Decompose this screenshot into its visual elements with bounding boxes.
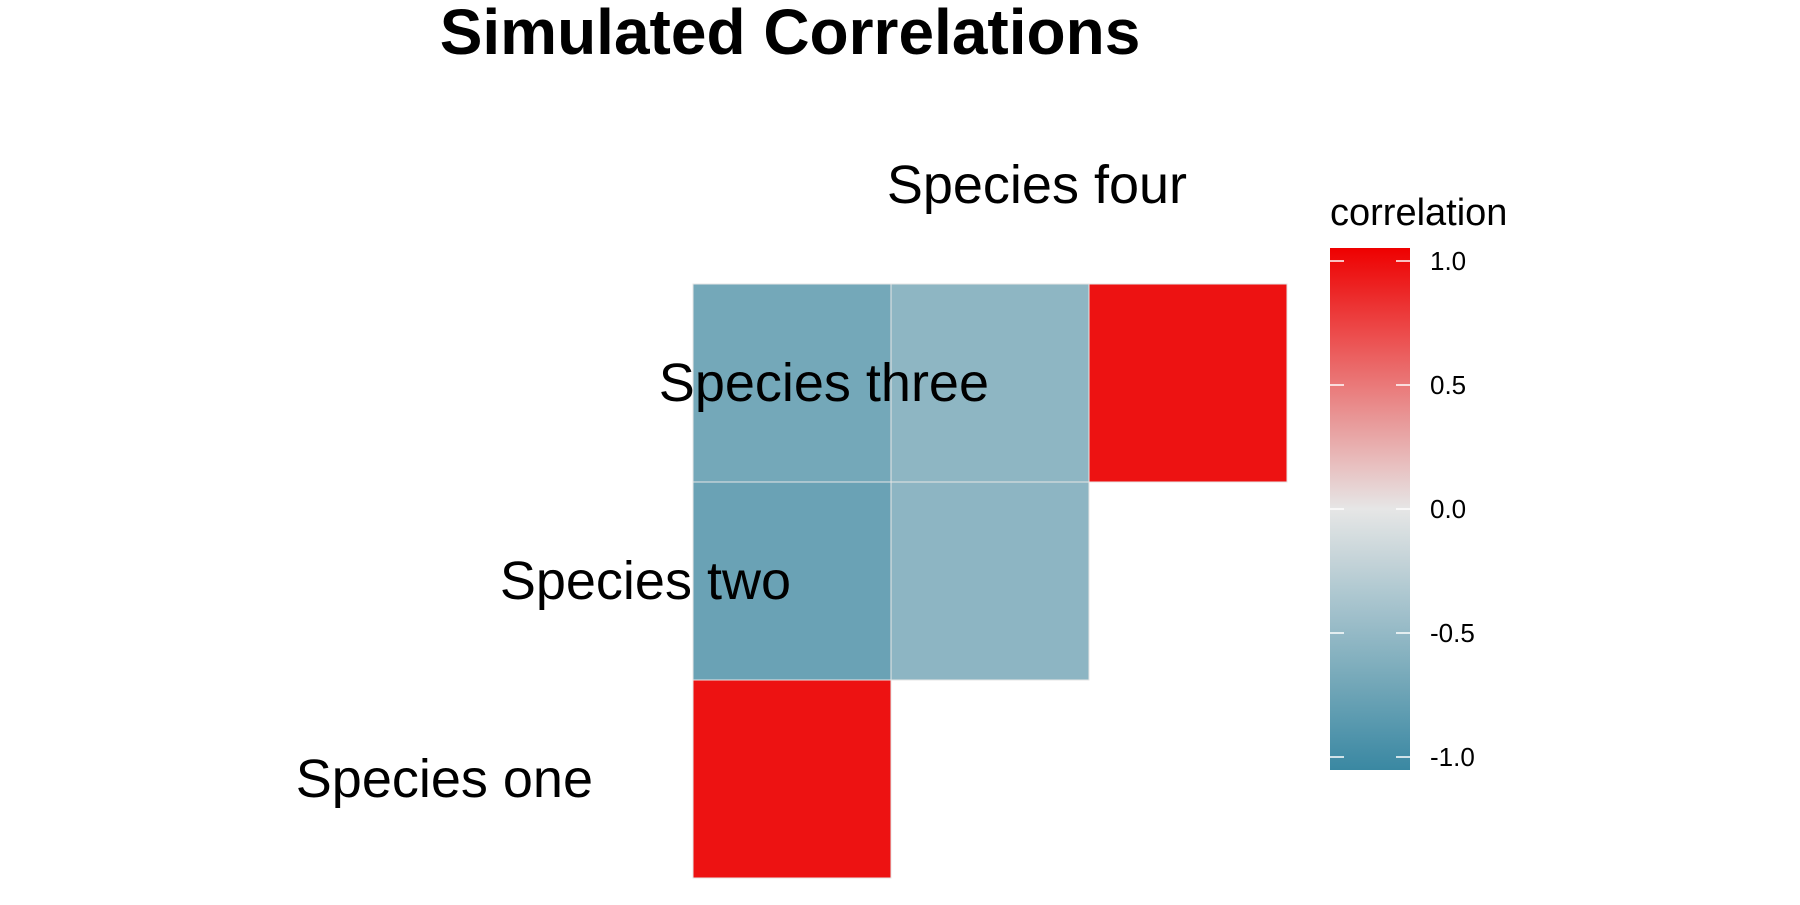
legend-tick-label: -0.5	[1430, 618, 1475, 648]
heatmap-tiles	[692, 283, 1288, 879]
species-label: Species three	[659, 353, 989, 413]
heatmap-cell	[890, 481, 1090, 681]
legend-tick-label: 0.0	[1430, 494, 1466, 524]
legend-title: correlation	[1330, 192, 1507, 234]
species-label: Species four	[887, 155, 1187, 215]
legend-tick-label: 1.0	[1430, 246, 1466, 276]
species-label: Species two	[500, 551, 791, 611]
heatmap-cell	[890, 283, 1090, 483]
legend-tick-label: -1.0	[1430, 742, 1475, 772]
heatmap-cell	[692, 481, 892, 681]
chart-title: Simulated Correlations	[440, 0, 1141, 68]
heatmap-cell	[1088, 283, 1288, 483]
heatmap-cell	[692, 679, 892, 879]
legend-ticks: 1.0 0.5 0.0 -0.5 -1.0	[1330, 246, 1475, 772]
species-labels: Species one Species two Species three Speci…	[296, 155, 1187, 809]
legend-tick-label: 0.5	[1430, 370, 1466, 400]
heatmap-cell	[692, 283, 892, 483]
legend: correlation 1.0 0.5 0.0 -0.5 -1.0	[1330, 192, 1507, 772]
species-label: Species one	[296, 749, 593, 809]
